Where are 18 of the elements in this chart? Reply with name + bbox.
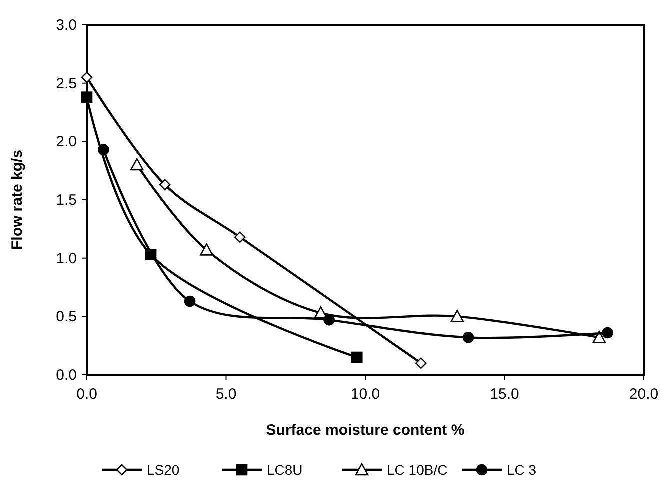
x-tick-label: 10.0 [350, 386, 380, 403]
y-tick-label: 0.5 [56, 308, 77, 326]
y-tick-label: 3.0 [56, 17, 77, 34]
x-axis-title: Surface moisture content % [266, 422, 465, 439]
legend-label: LC8U [267, 462, 303, 478]
y-tick-label: 1.5 [56, 192, 77, 209]
x-tick-label: 20.0 [629, 386, 659, 403]
y-tick-label: 0.0 [56, 367, 77, 384]
legend-label: LC 10B/C [387, 462, 448, 478]
x-tick-label: 5.0 [216, 386, 237, 403]
legend-label: LS20 [147, 462, 180, 478]
y-tick-label: 2.0 [56, 134, 77, 151]
y-tick-label: 2.5 [56, 75, 77, 92]
legend-label: LC 3 [507, 462, 537, 478]
y-tick-label: 1.0 [56, 250, 77, 268]
y-axis-title: Flow rate kg/s [9, 150, 26, 250]
x-tick-label: 15.0 [490, 386, 520, 403]
x-tick-label: 0.0 [76, 386, 98, 403]
